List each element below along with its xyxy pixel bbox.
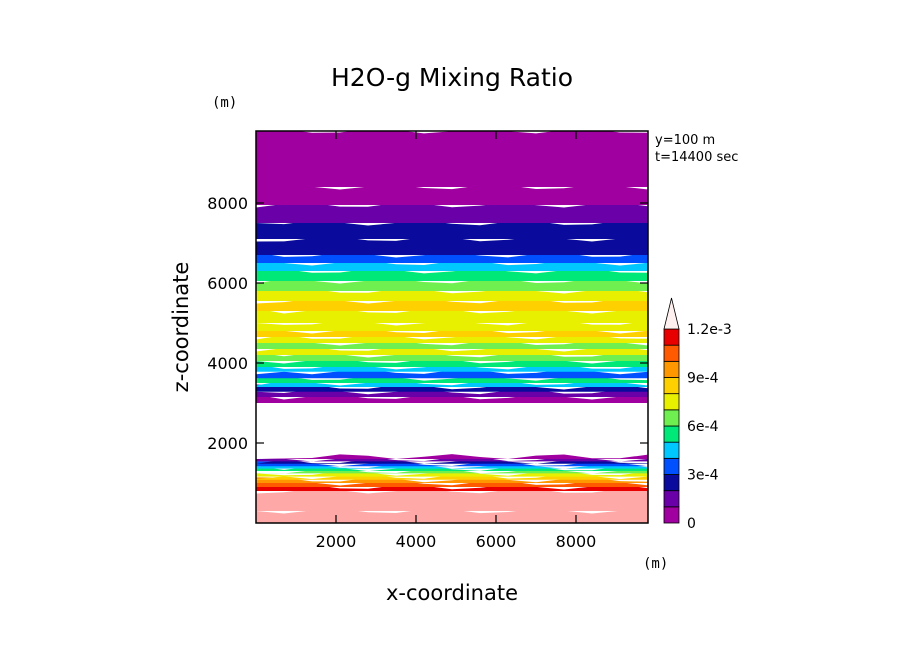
- colorbar-swatch: [663, 441, 680, 459]
- x-tick-label: 8000: [556, 532, 597, 551]
- colorbar-swatch: [663, 409, 680, 427]
- contour-layer: [256, 268, 648, 281]
- colorbar-swatch: [663, 344, 680, 362]
- colorbar-swatch: [663, 506, 680, 524]
- contour-layer: [256, 220, 648, 239]
- chart-title: H2O-g Mixing Ratio: [331, 63, 573, 92]
- contour-layer: [256, 346, 648, 355]
- y-axis: 2000 4000 6000 8000: [207, 194, 648, 453]
- annotation-t: t=14400 sec: [655, 150, 738, 165]
- colorbar-swatch: [663, 457, 680, 475]
- contour-layer: [256, 375, 648, 383]
- colorbar: 0 3e-4 6e-4 9e-4 1.2e-3: [663, 297, 732, 532]
- plot-area: [256, 131, 648, 523]
- contour-layer: [256, 488, 648, 511]
- colorbar-swatch: [663, 377, 680, 395]
- x-axis-label: x-coordinate: [386, 581, 518, 605]
- colorbar-label: 6e-4: [687, 419, 719, 435]
- contour-layer: [256, 320, 648, 331]
- contour-layer: [256, 131, 648, 187]
- y-tick-label: 8000: [207, 194, 248, 213]
- contour-layer: [256, 308, 648, 323]
- contour-layer: [256, 458, 648, 464]
- colorbar-label: 0: [687, 516, 696, 532]
- contour-layer: [256, 334, 648, 343]
- y-tick-label: 4000: [207, 354, 248, 373]
- colorbar-label: 3e-4: [687, 468, 719, 484]
- y-tick-label: 6000: [207, 274, 248, 293]
- contour-layer: [256, 184, 648, 205]
- contour-layer: [256, 252, 648, 263]
- colorbar-swatch: [663, 393, 680, 411]
- contour-layer: [256, 463, 648, 469]
- contour-layer: [256, 352, 648, 361]
- plot-frame: [255, 130, 649, 524]
- contour-layer: [256, 278, 648, 291]
- colorbar-extend-arrow: [663, 297, 680, 330]
- colorbar-label: 9e-4: [687, 371, 719, 387]
- colorbar-swatch: [663, 490, 680, 508]
- contour-layer: [256, 384, 648, 392]
- colorbar-swatch: [663, 474, 680, 492]
- colorbar-swatch: [663, 425, 680, 443]
- colorbar-swatch: [663, 328, 680, 346]
- contour-layer: [256, 340, 648, 349]
- x-tick-label: 6000: [476, 532, 517, 551]
- colorbar-swatch: [663, 360, 680, 378]
- annotation-y: y=100 m: [655, 133, 715, 148]
- contour-layer: [256, 480, 648, 487]
- contour-layer: [256, 288, 648, 301]
- x-axis: 2000 4000 6000 8000: [316, 131, 597, 551]
- contour-layer: [256, 454, 648, 460]
- contour-layer: [256, 298, 648, 311]
- contour-layer: [256, 260, 648, 271]
- colorbar-label: 1.2e-3: [687, 322, 732, 338]
- y-axis-label: z-coordinate: [169, 262, 193, 393]
- x-unit-label: (m): [643, 556, 668, 572]
- y-tick-label: 2000: [207, 434, 248, 453]
- contour-layer: [256, 236, 648, 255]
- contour-layer: [256, 389, 648, 397]
- contour-layer: [256, 477, 648, 483]
- contour-layer: [256, 380, 648, 387]
- contour-layer: [256, 484, 648, 491]
- contour-layer: [256, 461, 648, 467]
- x-tick-label: 2000: [316, 532, 357, 551]
- x-tick-label: 4000: [396, 532, 437, 551]
- y-unit-label: (m): [212, 95, 237, 111]
- contour-layer: [256, 202, 648, 223]
- contour-layer: [256, 508, 648, 523]
- contour-layer: [256, 466, 648, 472]
